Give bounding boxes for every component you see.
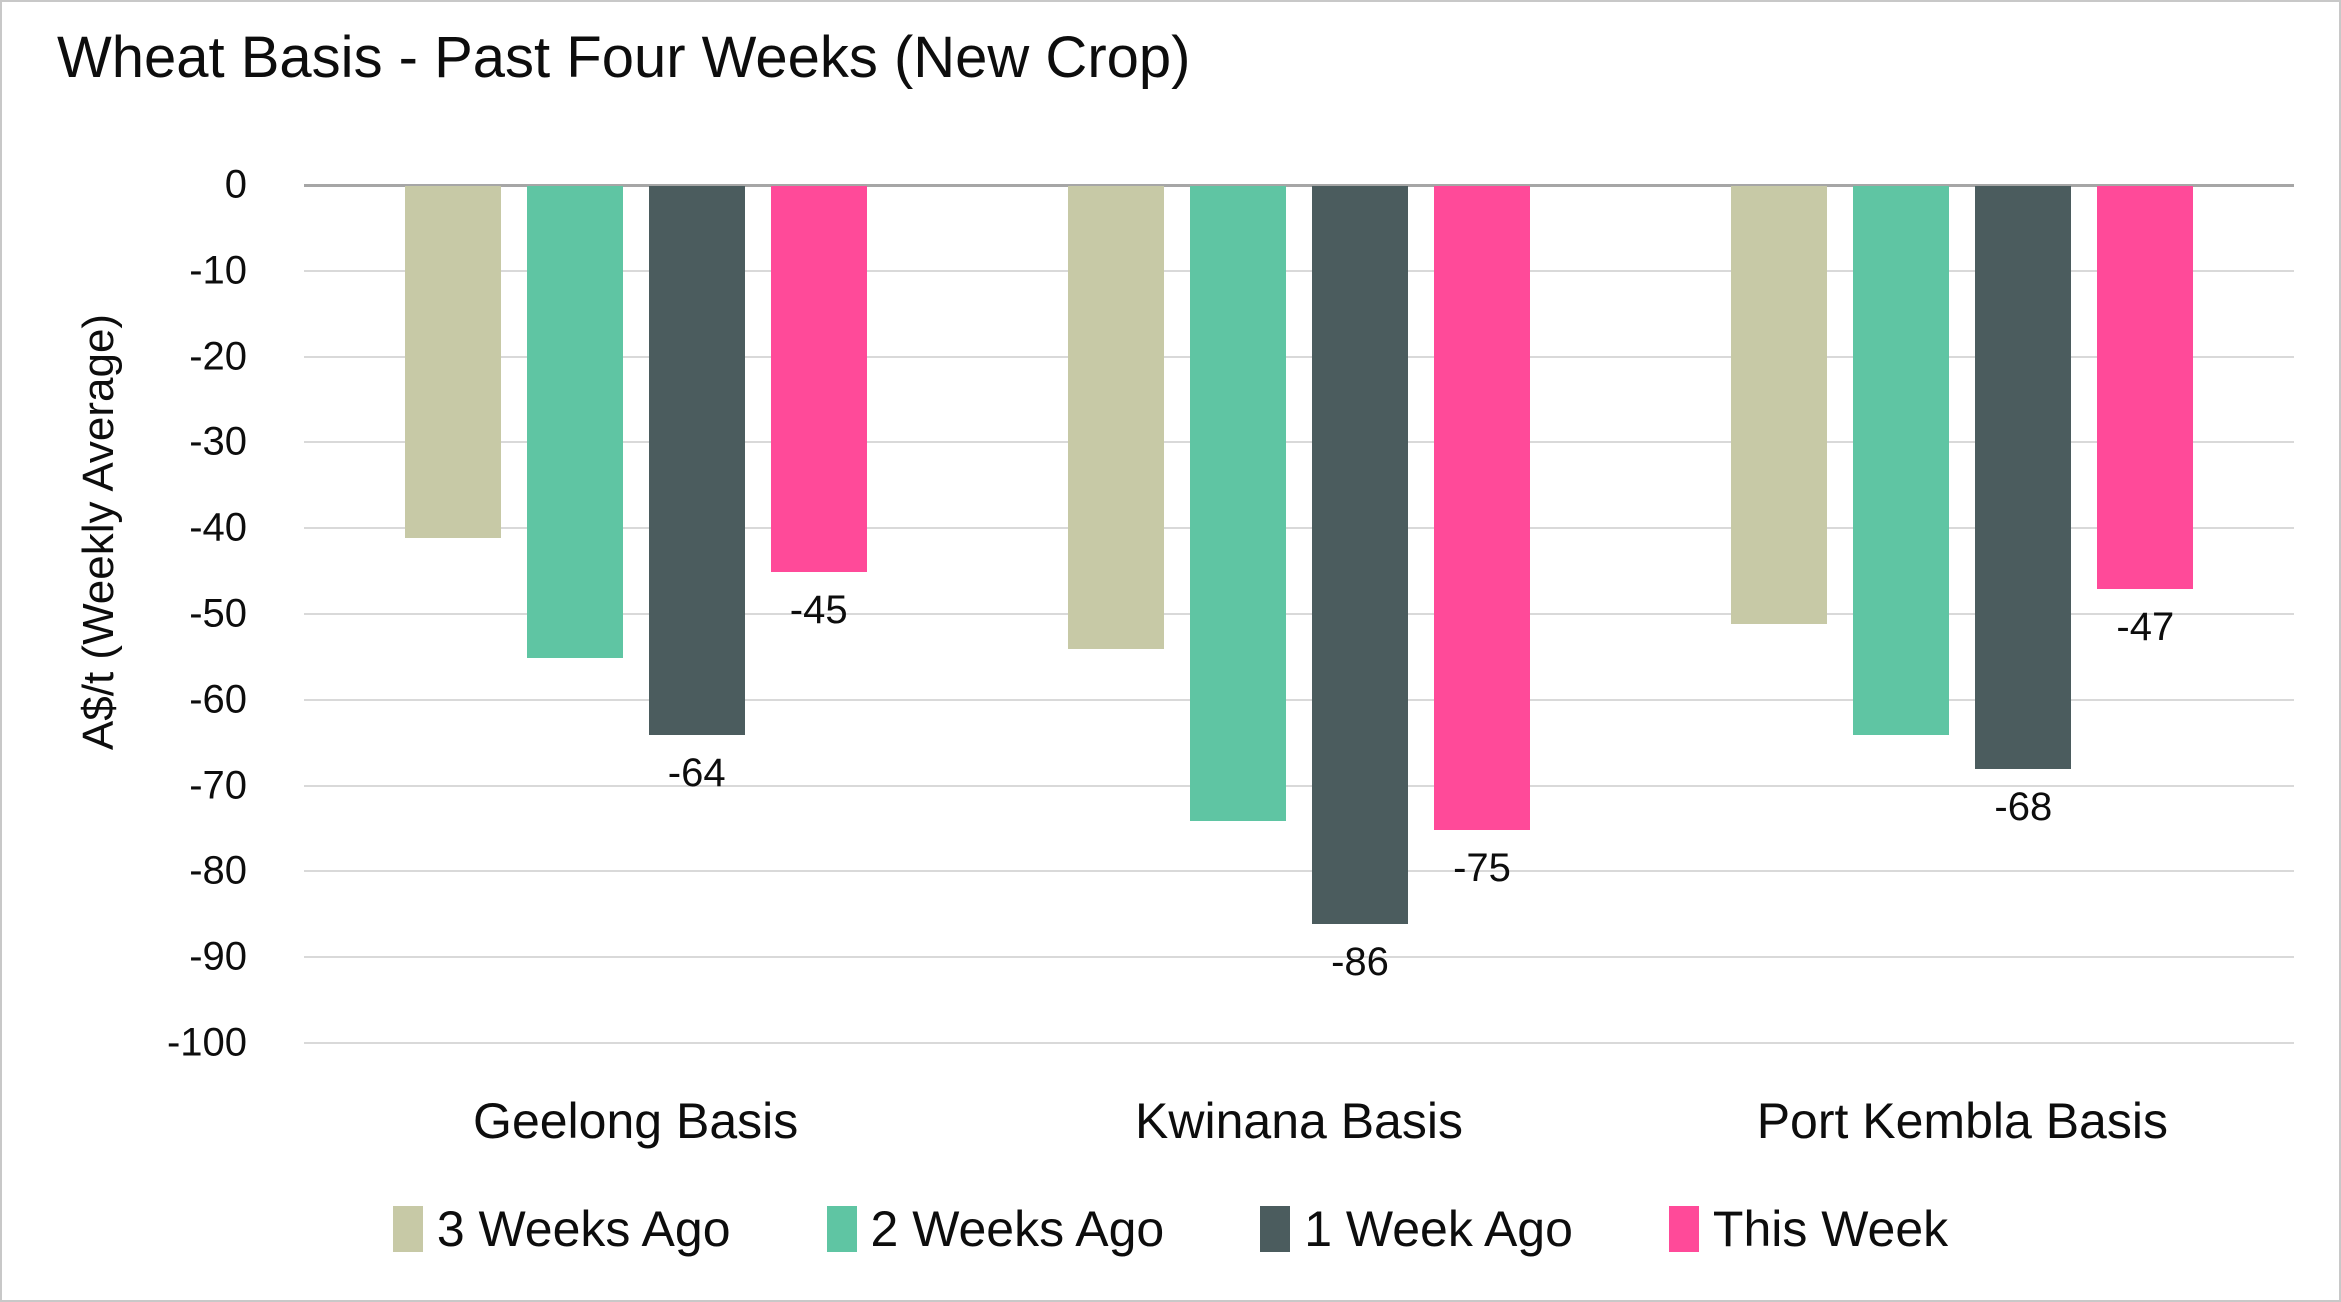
legend: 3 Weeks Ago 2 Weeks Ago 1 Week Ago This Wee… xyxy=(2,1200,2339,1258)
legend-item-this-week: This Week xyxy=(1668,1200,1949,1258)
legend-label: 1 Week Ago xyxy=(1304,1201,1573,1257)
legend-item-1-week-ago: 1 Week Ago xyxy=(1260,1200,1573,1258)
bar-3-weeks-ago xyxy=(1731,186,1828,624)
y-tick-label: -70 xyxy=(189,763,247,808)
y-tick-label: -10 xyxy=(189,248,247,293)
bar-value-label: -75 xyxy=(1453,845,1511,890)
x-category-label: Kwinana Basis xyxy=(1135,1093,1463,1149)
legend-label: This Week xyxy=(1712,1201,1949,1257)
legend-swatch xyxy=(826,1206,857,1252)
bar-3-weeks-ago xyxy=(404,186,501,538)
gridline xyxy=(304,355,2294,358)
y-tick-label: -40 xyxy=(189,505,247,550)
gridline xyxy=(304,527,2294,530)
bar-value-label: -47 xyxy=(2116,605,2175,650)
bar-this-week xyxy=(2097,186,2194,590)
bar-this-week xyxy=(770,186,867,573)
y-tick-label: 0 xyxy=(224,162,247,207)
gridline xyxy=(304,1042,2294,1044)
gridline xyxy=(304,784,2294,787)
gridline xyxy=(304,441,2294,444)
bar-this-week xyxy=(1434,186,1530,830)
legend-label: 3 Weeks Ago xyxy=(436,1201,731,1257)
bar-3-weeks-ago xyxy=(1068,186,1164,650)
gridline xyxy=(304,613,2294,615)
bar-2-weeks-ago xyxy=(1190,186,1286,821)
bar-1-week-ago xyxy=(1312,186,1408,924)
gridline xyxy=(304,956,2294,959)
bar-value-label: -68 xyxy=(1994,785,2053,830)
y-tick-label: -80 xyxy=(189,848,247,893)
y-tick-label: -100 xyxy=(166,1020,247,1065)
zero-axis-line xyxy=(304,184,2294,187)
y-tick-label: -50 xyxy=(189,591,247,636)
bar-2-weeks-ago xyxy=(526,186,623,658)
x-category-label: Geelong Basis xyxy=(473,1093,799,1149)
y-tick-label: -90 xyxy=(189,934,247,979)
bar-value-label: -64 xyxy=(667,751,726,796)
legend-item-3-weeks-ago: 3 Weeks Ago xyxy=(392,1200,731,1258)
bar-1-week-ago xyxy=(648,186,745,736)
x-category-label: Port Kembla Basis xyxy=(1756,1093,2168,1149)
y-tick-label: -60 xyxy=(189,677,247,722)
y-tick-label: -30 xyxy=(189,419,247,464)
legend-item-2-weeks-ago: 2 Weeks Ago xyxy=(826,1200,1165,1258)
bar-1-week-ago xyxy=(1975,186,2072,770)
gridline xyxy=(304,698,2294,701)
bar-value-label: -86 xyxy=(1331,939,1389,984)
bar-value-label: -45 xyxy=(789,588,848,633)
bar-2-weeks-ago xyxy=(1853,186,1950,736)
legend-swatch xyxy=(1668,1206,1699,1252)
legend-swatch xyxy=(392,1206,423,1252)
gridline xyxy=(304,269,2294,272)
chart-title: Wheat Basis - Past Four Weeks (New Crop) xyxy=(57,25,1191,90)
gridline xyxy=(304,870,2294,873)
legend-label: 2 Weeks Ago xyxy=(870,1201,1165,1257)
legend-swatch xyxy=(1260,1206,1291,1252)
y-tick-label: -20 xyxy=(189,334,247,379)
